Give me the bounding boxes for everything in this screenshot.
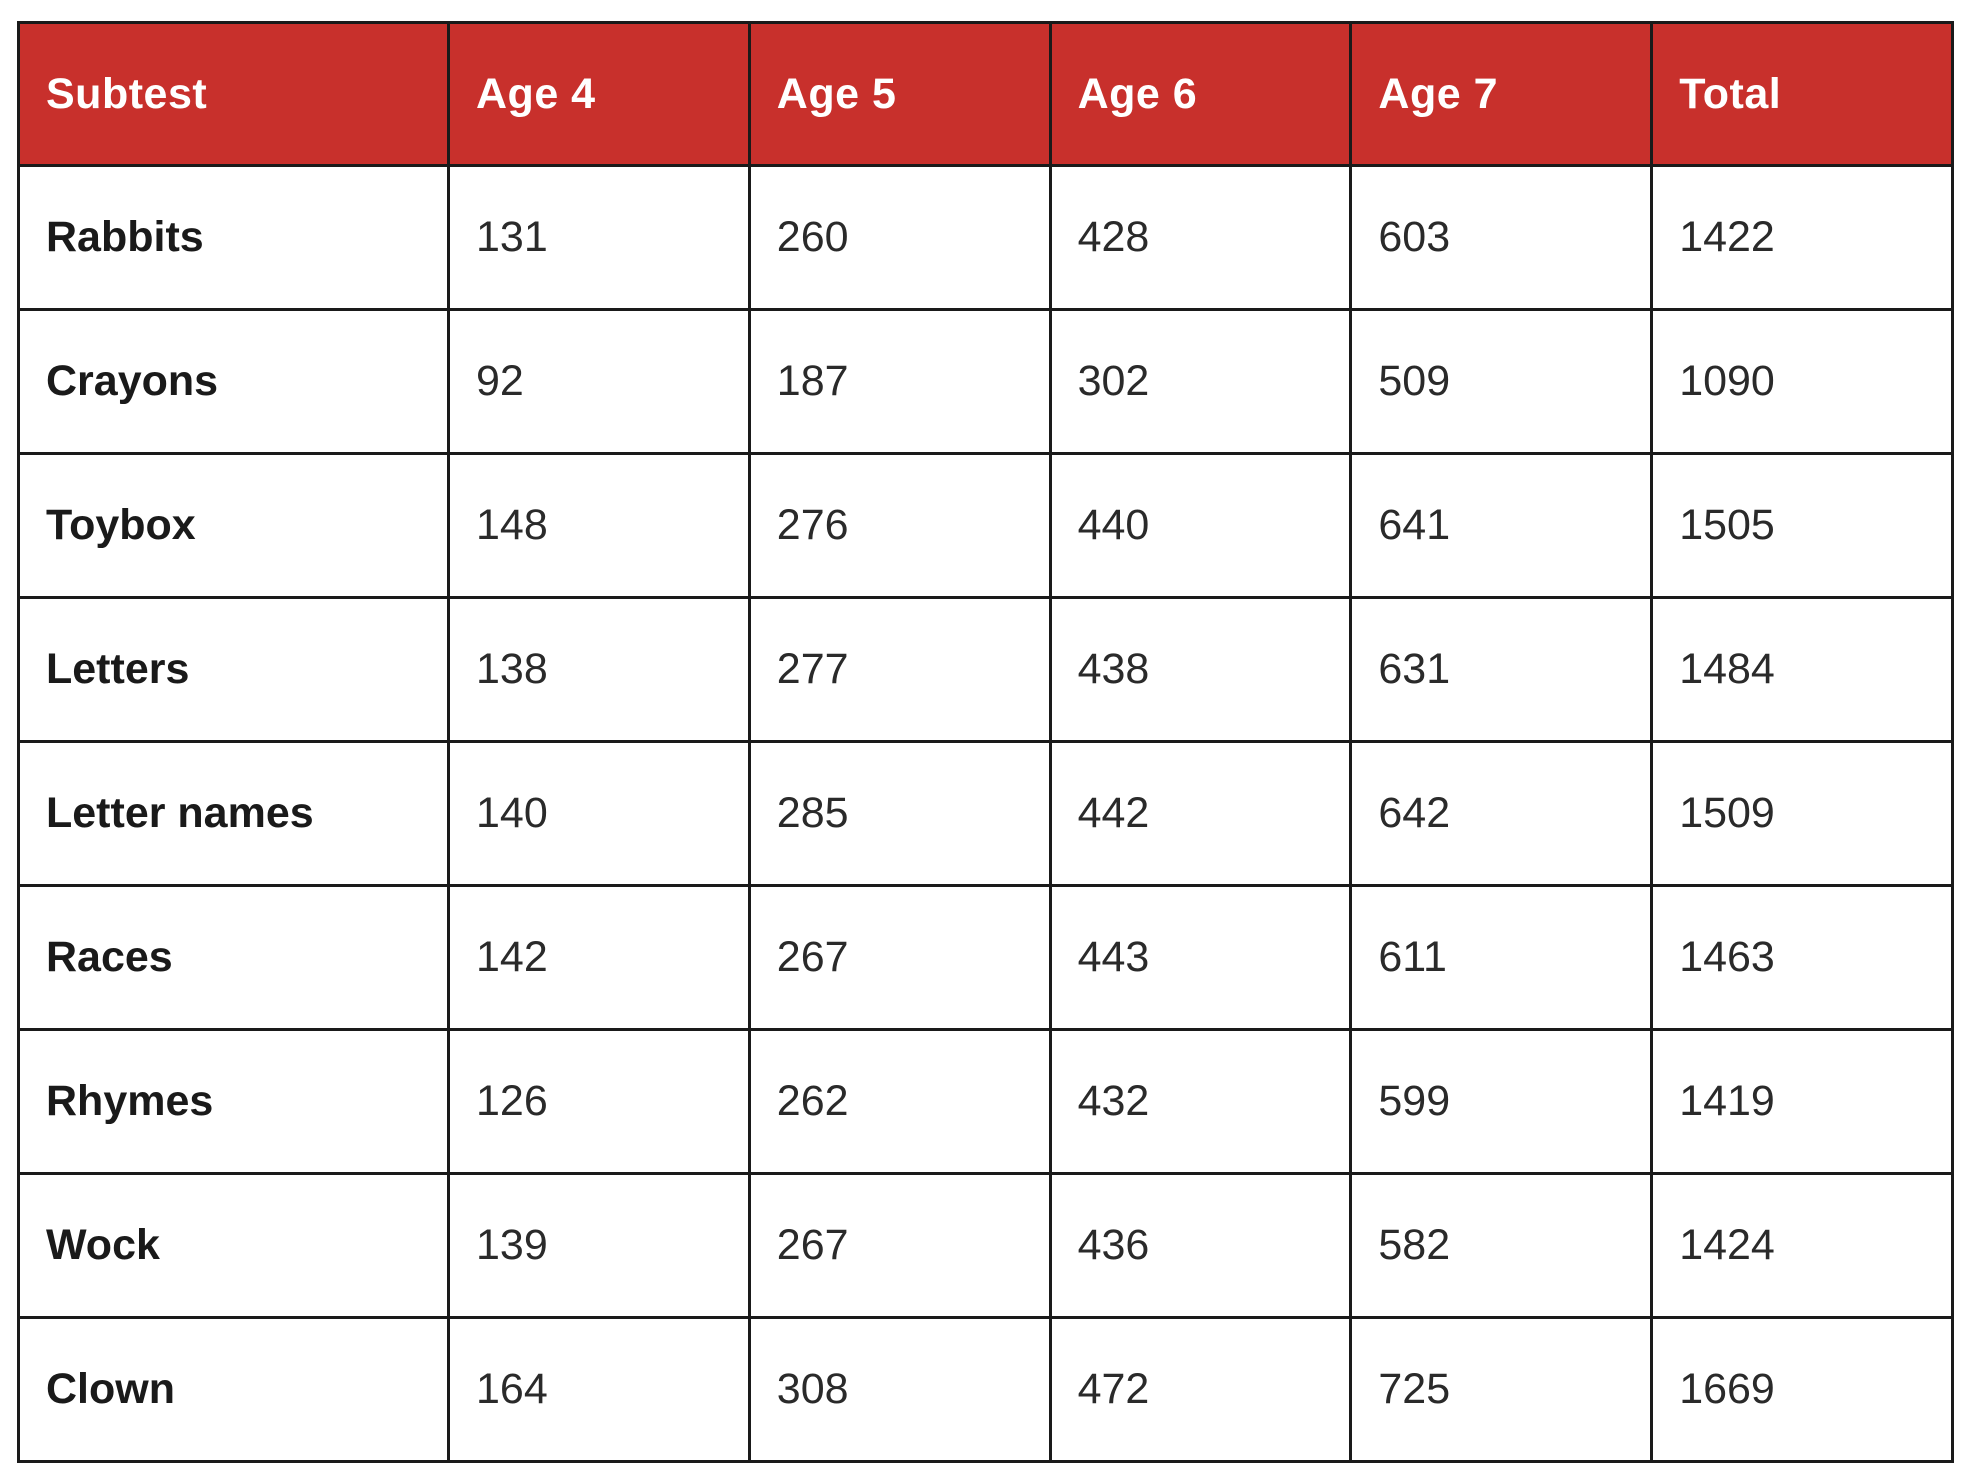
column-header-age-7: Age 7 bbox=[1349, 21, 1654, 167]
cell-age-5: 308 bbox=[747, 1316, 1052, 1463]
cell-age-7: 582 bbox=[1349, 1172, 1654, 1319]
cell-age-4: 140 bbox=[447, 740, 751, 887]
cell-age-4: 142 bbox=[447, 884, 751, 1031]
table-row: Toybox 148 276 440 641 1505 bbox=[17, 452, 1954, 599]
cell-age-6: 436 bbox=[1048, 1172, 1353, 1319]
cell-age-4: 148 bbox=[447, 452, 751, 599]
cell-age-6: 302 bbox=[1048, 308, 1353, 455]
table-header: Subtest Age 4 Age 5 Age 6 Age 7 Total bbox=[17, 21, 1954, 167]
cell-total: 1463 bbox=[1650, 884, 1954, 1031]
cell-age-5: 285 bbox=[747, 740, 1052, 887]
data-table-container: Subtest Age 4 Age 5 Age 6 Age 7 Total Ra… bbox=[17, 21, 1954, 1463]
table-row: Races 142 267 443 611 1463 bbox=[17, 884, 1954, 1031]
subtest-age-table: Subtest Age 4 Age 5 Age 6 Age 7 Total Ra… bbox=[17, 21, 1954, 1463]
table-row: Rabbits 131 260 428 603 1422 bbox=[17, 164, 1954, 311]
cell-age-6: 443 bbox=[1048, 884, 1353, 1031]
row-label: Letter names bbox=[17, 740, 450, 887]
row-label: Races bbox=[17, 884, 450, 1031]
column-header-total: Total bbox=[1650, 21, 1954, 167]
header-row: Subtest Age 4 Age 5 Age 6 Age 7 Total bbox=[17, 21, 1954, 167]
cell-age-4: 126 bbox=[447, 1028, 751, 1175]
cell-age-7: 725 bbox=[1349, 1316, 1654, 1463]
table-row: Wock 139 267 436 582 1424 bbox=[17, 1172, 1954, 1319]
cell-age-5: 267 bbox=[747, 884, 1052, 1031]
cell-age-7: 603 bbox=[1349, 164, 1654, 311]
column-header-age-4: Age 4 bbox=[447, 21, 751, 167]
cell-age-5: 260 bbox=[747, 164, 1052, 311]
cell-age-4: 131 bbox=[447, 164, 751, 311]
cell-age-7: 642 bbox=[1349, 740, 1654, 887]
row-label: Letters bbox=[17, 596, 450, 743]
cell-age-6: 440 bbox=[1048, 452, 1353, 599]
cell-age-7: 631 bbox=[1349, 596, 1654, 743]
cell-age-4: 164 bbox=[447, 1316, 751, 1463]
cell-total: 1505 bbox=[1650, 452, 1954, 599]
row-label: Rhymes bbox=[17, 1028, 450, 1175]
table-row: Clown 164 308 472 725 1669 bbox=[17, 1316, 1954, 1463]
row-label: Wock bbox=[17, 1172, 450, 1319]
cell-age-7: 611 bbox=[1349, 884, 1654, 1031]
cell-age-7: 599 bbox=[1349, 1028, 1654, 1175]
cell-age-6: 438 bbox=[1048, 596, 1353, 743]
table-row: Crayons 92 187 302 509 1090 bbox=[17, 308, 1954, 455]
column-header-age-5: Age 5 bbox=[747, 21, 1052, 167]
cell-age-6: 472 bbox=[1048, 1316, 1353, 1463]
cell-total: 1419 bbox=[1650, 1028, 1954, 1175]
cell-total: 1424 bbox=[1650, 1172, 1954, 1319]
cell-age-5: 187 bbox=[747, 308, 1052, 455]
cell-total: 1090 bbox=[1650, 308, 1954, 455]
cell-age-6: 432 bbox=[1048, 1028, 1353, 1175]
cell-age-5: 267 bbox=[747, 1172, 1052, 1319]
cell-age-5: 277 bbox=[747, 596, 1052, 743]
cell-age-6: 428 bbox=[1048, 164, 1353, 311]
cell-age-7: 641 bbox=[1349, 452, 1654, 599]
table-row: Letter names 140 285 442 642 1509 bbox=[17, 740, 1954, 887]
cell-age-5: 276 bbox=[747, 452, 1052, 599]
cell-age-6: 442 bbox=[1048, 740, 1353, 887]
row-label: Crayons bbox=[17, 308, 450, 455]
cell-total: 1669 bbox=[1650, 1316, 1954, 1463]
table-body: Rabbits 131 260 428 603 1422 Crayons 92 … bbox=[17, 164, 1954, 1463]
table-row: Rhymes 126 262 432 599 1419 bbox=[17, 1028, 1954, 1175]
cell-age-4: 139 bbox=[447, 1172, 751, 1319]
row-label: Clown bbox=[17, 1316, 450, 1463]
column-header-subtest: Subtest bbox=[17, 21, 450, 167]
row-label: Toybox bbox=[17, 452, 450, 599]
column-header-age-6: Age 6 bbox=[1048, 21, 1353, 167]
cell-total: 1484 bbox=[1650, 596, 1954, 743]
cell-age-5: 262 bbox=[747, 1028, 1052, 1175]
row-label: Rabbits bbox=[17, 164, 450, 311]
cell-age-7: 509 bbox=[1349, 308, 1654, 455]
cell-total: 1509 bbox=[1650, 740, 1954, 887]
cell-total: 1422 bbox=[1650, 164, 1954, 311]
table-row: Letters 138 277 438 631 1484 bbox=[17, 596, 1954, 743]
cell-age-4: 92 bbox=[447, 308, 751, 455]
cell-age-4: 138 bbox=[447, 596, 751, 743]
